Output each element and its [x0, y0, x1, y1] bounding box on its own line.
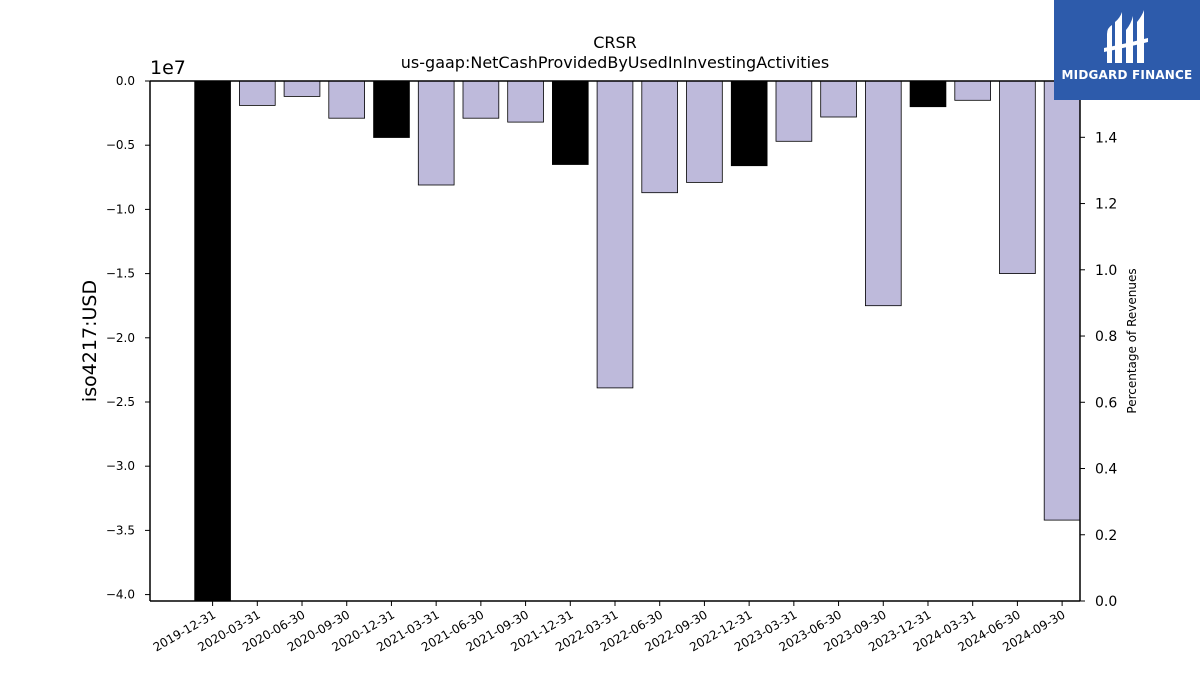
logo-text: MIDGARD FINANCE	[1061, 68, 1193, 82]
y-axis-label: iso4217:USD	[79, 280, 101, 402]
bar-2021-12-31	[552, 80, 589, 165]
bar-2020-03-31	[238, 80, 276, 106]
y-tick-label-7: −3.5	[106, 523, 135, 537]
y2-tick-label-4: 0.8	[1095, 329, 1117, 345]
bar-2020-06-30	[283, 80, 321, 97]
y2-tick-label-3: 0.6	[1095, 395, 1117, 411]
y2-tick-label-7: 1.4	[1095, 130, 1117, 146]
y-multiplier-label: 1e7	[150, 57, 186, 79]
chart-subtitle: us-gaap:NetCashProvidedByUsedInInvesting…	[401, 53, 829, 72]
bar-2024-06-30	[999, 80, 1036, 275]
bar-2021-09-30	[507, 80, 544, 123]
y2-tick-label-2: 0.4	[1095, 462, 1117, 478]
y-tick-label-0: 0.0	[116, 74, 135, 88]
y-ticks-group: 0.0 −0.5 −1.0 −1.5 −2.0 −2.5 −3.0 −3.5 −4.0	[106, 74, 150, 602]
y-tick-label-8: −4.0	[106, 588, 135, 602]
bar-2024-09-30	[1043, 80, 1081, 521]
bar-2021-03-31	[417, 80, 455, 186]
x-ticks-group: 2019-12-312020-03-312020-06-302020-09-30…	[151, 601, 1068, 654]
bar-2020-09-30	[328, 80, 365, 119]
y-tick-label-2: −1.0	[106, 202, 135, 216]
bar-2022-03-31	[596, 80, 634, 389]
y-tick-label-3: −1.5	[106, 267, 135, 281]
y2-ticks-group: 0.0 0.2 0.4 0.6 0.8 1.0 1.2 1.4	[1080, 130, 1117, 610]
axes-group	[149, 80, 1081, 602]
bar-2020-12-31	[373, 80, 410, 138]
bar-2023-12-31	[909, 80, 947, 108]
bar-2023-09-30	[865, 80, 902, 307]
bar-2023-03-31	[775, 80, 813, 142]
y2-tick-label-6: 1.2	[1095, 197, 1117, 213]
chart-title: CRSR	[593, 33, 637, 52]
bar-2022-09-30	[686, 80, 723, 183]
bar-2024-03-31	[954, 80, 991, 101]
midgard-logo-icon	[1104, 10, 1148, 63]
y2-tick-label-1: 0.2	[1095, 528, 1117, 544]
y-tick-label-1: −0.5	[106, 138, 135, 152]
y2-tick-label-0: 0.0	[1095, 594, 1117, 610]
midgard-logo: MIDGARD FINANCE	[1054, 0, 1200, 100]
bars-group	[194, 80, 1081, 602]
bar-2019-12-31	[194, 80, 231, 602]
y-tick-label-6: −3.0	[106, 459, 135, 473]
bar-2022-06-30	[641, 80, 678, 194]
bar-2023-06-30	[820, 80, 857, 118]
bar-2021-06-30	[462, 80, 500, 119]
bar-2022-12-31	[730, 80, 768, 167]
y2-tick-label-5: 1.0	[1095, 263, 1117, 279]
y-tick-label-5: −2.5	[106, 395, 135, 409]
y2-axis-label: Percentage of Revenues	[1125, 268, 1139, 413]
y-tick-label-4: −2.0	[106, 331, 135, 345]
